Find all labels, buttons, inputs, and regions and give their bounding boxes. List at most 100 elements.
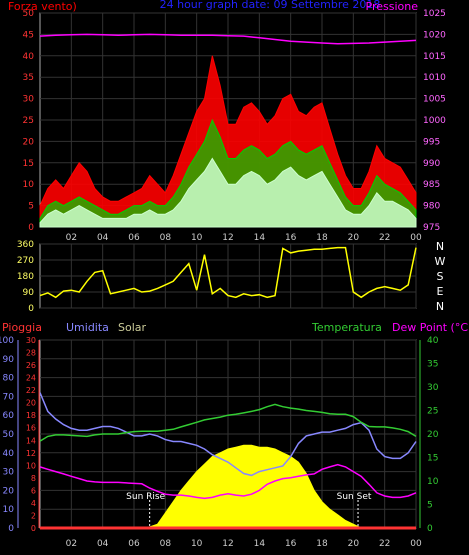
pressure-axis-labels: 975 980 985 990 995 1000 1005 1010 1015 1020 1025: [423, 9, 446, 233]
pressure-tick-label: 990: [423, 159, 440, 169]
series-temperature: [39, 403, 417, 442]
series-solar: [146, 444, 362, 529]
solar-series: [146, 444, 362, 529]
pressure-tick-label: 1025: [423, 9, 446, 19]
rain-tick-label: 16: [26, 424, 36, 433]
rain-tick-label: 26: [26, 361, 36, 370]
direction-series: [39, 246, 417, 299]
rain-legend: Pioggia: [2, 321, 42, 334]
direction-tick-label: 180: [17, 272, 34, 282]
x-tick-label: 12: [222, 233, 233, 243]
pressure-tick-label: 1020: [423, 30, 446, 40]
pressure-tick-label: 980: [423, 202, 440, 212]
x-tick-label: 08: [160, 539, 172, 549]
wind-tick-label: 40: [23, 52, 35, 62]
series-dew_point: [39, 463, 417, 500]
temperature-tick-label: 20: [427, 430, 439, 440]
series-humidity: [39, 392, 417, 477]
x-tick-label: 14: [254, 233, 266, 243]
x-tick-label: 06: [128, 539, 140, 549]
wind-tick-label: 0: [28, 223, 34, 233]
x-tick-label: 04: [97, 539, 109, 549]
x-tick-label: 10: [191, 539, 203, 549]
series-direction: [39, 246, 417, 299]
humidity-tick-label: 60: [3, 411, 15, 421]
wind-tick-label: 25: [23, 116, 34, 126]
rain-tick-label: 24: [26, 374, 36, 383]
x-tick-label: 02: [66, 539, 77, 549]
compass-label: N: [436, 240, 444, 253]
compass-label: E: [437, 285, 444, 298]
rain-tick-label: 6: [31, 486, 36, 495]
pressure-tick-label: 975: [423, 223, 440, 233]
temperature-legend: Temperatura: [311, 321, 382, 334]
humidity-tick-label: 50: [3, 430, 15, 440]
rain-tick-label: 28: [26, 349, 36, 358]
rain-tick-label: 8: [31, 474, 36, 483]
wind-title: Forza vento): [8, 0, 77, 13]
rain-tick-label: 2: [31, 511, 36, 520]
rain-tick-label: 20: [26, 399, 36, 408]
sun-annotations: Sun Rise Sun Set: [126, 492, 372, 528]
pressure-tick-label: 1015: [423, 52, 446, 62]
rain-tick-label: 0: [31, 524, 36, 533]
x-tick-label: 12: [222, 539, 233, 549]
pressure-tick-label: 985: [423, 180, 440, 190]
solar-legend: Solar: [118, 321, 147, 334]
pressure-tick-label: 1010: [423, 73, 446, 83]
temperature-tick-label: 10: [427, 477, 439, 487]
x-tick-label: 04: [97, 233, 109, 243]
temperature-tick-label: 0: [427, 524, 433, 534]
wind-series: [39, 33, 417, 228]
humidity-tick-label: 40: [3, 449, 15, 459]
direction-tick-label: 360: [17, 240, 34, 250]
wind-tick-label: 5: [28, 202, 34, 212]
rain-tick-label: 4: [31, 499, 36, 508]
wind-tick-label: 50: [23, 9, 35, 19]
x-tick-label: 22: [379, 539, 390, 549]
chart-title: 24 hour graph date: 09 Settembre 2018: [160, 0, 381, 11]
humidity-tick-label: 30: [3, 468, 15, 478]
x-tick-label: 00: [410, 233, 422, 243]
series-wind: [39, 157, 417, 228]
pressure-tick-label: 995: [423, 137, 440, 147]
direction-tick-label: 0: [28, 304, 34, 314]
direction-grid: [40, 243, 417, 309]
rain-tick-label: 30: [26, 336, 36, 345]
x-tick-label: 06: [128, 233, 140, 243]
pressure-title: Pressione: [366, 0, 419, 13]
wind-tick-label: 20: [23, 137, 35, 147]
weather-axis-labels: 0102030405060708090100024681012141618202…: [0, 336, 439, 534]
pressure-tick-label: 1005: [423, 95, 446, 105]
temperature-tick-label: 30: [427, 383, 439, 393]
x-tick-label: 10: [191, 233, 203, 243]
x-tick-label: 14: [254, 539, 266, 549]
temperature-tick-label: 40: [427, 336, 439, 346]
humidity-legend: Umidita: [66, 321, 109, 334]
humidity-tick-label: 100: [0, 336, 14, 346]
temperature-tick-label: 5: [427, 501, 433, 511]
x-tick-label: 00: [410, 539, 422, 549]
x-tick-label: 08: [160, 233, 172, 243]
wind-grid: [40, 12, 417, 228]
humidity-tick-label: 90: [3, 355, 15, 365]
sun-label: Sun Rise: [126, 492, 165, 502]
rain-tick-label: 18: [26, 411, 36, 420]
series-pressure: [39, 33, 417, 45]
temperature-tick-label: 15: [427, 454, 438, 464]
humidity-tick-label: 20: [3, 486, 15, 496]
humidity-tick-label: 0: [8, 524, 14, 534]
x-tick-label: 16: [285, 233, 297, 243]
wind-x-tick-labels: 02 04 06 08 10 12 14 16 18 20 22 00: [66, 233, 422, 243]
x-tick-label: 18: [316, 233, 328, 243]
sun-label: Sun Set: [337, 492, 372, 502]
rain-tick-label: 14: [26, 436, 36, 445]
humidity-tick-label: 70: [3, 392, 15, 402]
compass-label: S: [437, 270, 444, 283]
direction-tick-label: 90: [23, 288, 35, 298]
wind-axis-labels: 0 5 10 15 20 25 30 35 40 45 50: [23, 9, 35, 233]
direction-tick-label: 270: [17, 256, 34, 266]
x-tick-label: 20: [348, 233, 360, 243]
x-tick-label: 16: [285, 539, 297, 549]
